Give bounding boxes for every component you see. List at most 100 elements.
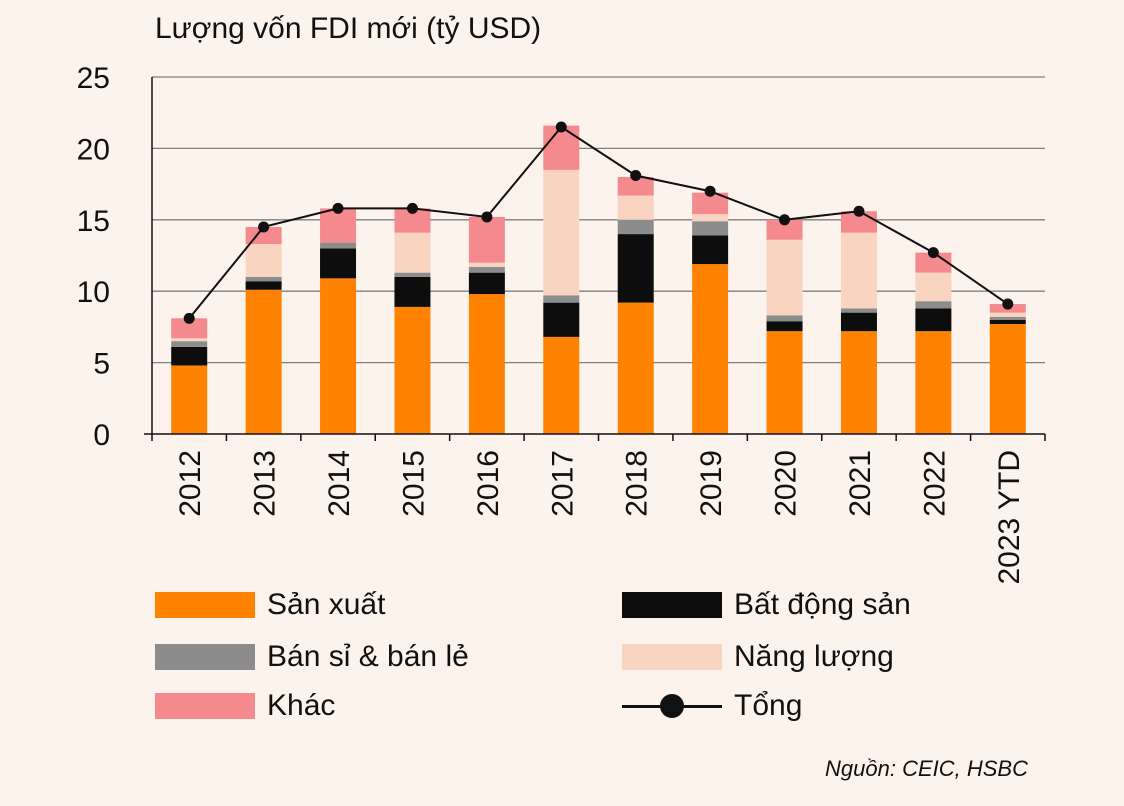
bar-segment [617, 219, 654, 235]
bar-segment [766, 315, 803, 322]
x-tick-label: 2021 [844, 450, 877, 517]
bar-segment [171, 341, 208, 347]
bar-segment [617, 176, 654, 196]
bar-segment [692, 264, 729, 434]
legend-item-tong: Tổng [622, 686, 802, 726]
legend-line-marker-tong [622, 693, 722, 719]
total-marker [1002, 298, 1014, 310]
y-tick-label: 10 [77, 276, 110, 309]
bar-segment [617, 302, 654, 434]
bar-segment [692, 214, 729, 222]
source-note: Nguồn: CEIC, HSBC [825, 756, 1028, 781]
y-tick-label: 20 [77, 133, 110, 166]
x-tick-label: 2018 [621, 450, 654, 517]
bar-segment [989, 324, 1026, 434]
bar-segment [915, 272, 952, 302]
y-tick-label: 0 [93, 419, 110, 452]
bar-segment [617, 195, 654, 220]
bar-segment [468, 294, 505, 434]
y-tick-label: 15 [77, 205, 110, 238]
legend-item-khac: Khác [155, 686, 335, 726]
bar-segment [766, 239, 803, 316]
legend-label-san-xuat: Sản xuất [267, 588, 386, 621]
bar-segment [394, 232, 431, 273]
legend-item-nang-luong: Năng lượng [622, 637, 894, 677]
total-marker [481, 211, 493, 223]
x-tick-label: 2019 [695, 450, 728, 517]
x-tick-label: 2016 [472, 450, 505, 517]
bar-segment [468, 216, 505, 263]
bar-segment [320, 242, 357, 249]
bar-segment [915, 301, 952, 309]
legend-item-bat-dong-san: Bất động sản [622, 585, 911, 625]
total-marker [927, 247, 939, 259]
legend-swatch-ban-si-ban-le [155, 644, 255, 670]
total-marker [704, 185, 716, 197]
total-marker [779, 214, 791, 226]
total-marker [630, 170, 642, 182]
bar-segment [692, 235, 729, 265]
legend-label-khac: Khác [267, 689, 336, 722]
legend-swatch-nang-luong [622, 644, 722, 670]
bar-segment [543, 295, 580, 303]
total-marker [258, 221, 270, 233]
total-marker [853, 205, 865, 217]
x-tick-label: 2017 [546, 450, 579, 517]
bar-segment [320, 208, 357, 243]
bar-segment [394, 272, 431, 277]
x-tick-label: 2023 YTD [993, 450, 1026, 585]
bar-segment [245, 289, 282, 434]
x-tick-label: 2015 [397, 450, 430, 517]
legend-label-bat-dong-san: Bất động sản [734, 588, 911, 621]
legend-swatch-khac [155, 693, 255, 719]
bar-segment [171, 338, 208, 342]
x-tick-label: 2020 [770, 450, 803, 517]
bar-segment [840, 232, 877, 309]
bar-segment [320, 278, 357, 434]
x-tick-label: 2014 [323, 450, 356, 517]
total-marker [406, 202, 418, 214]
bar-segment [468, 262, 505, 267]
bar-segment [320, 248, 357, 279]
bar-segment [989, 312, 1026, 317]
bar-segment [171, 346, 208, 366]
bar-segment [468, 266, 505, 273]
bar-segment [692, 221, 729, 236]
chart-title: Lượng vốn FDI mới (tỷ USD) [155, 12, 542, 45]
bar-segment [171, 365, 208, 434]
bar-segment [840, 312, 877, 332]
bar-segment [245, 226, 282, 245]
legend-item-ban-si-ban-le: Bán sỉ & bán lẻ [155, 637, 469, 677]
bar-segment [840, 308, 877, 313]
bar-segment [617, 234, 654, 303]
bar-segment [394, 276, 431, 307]
total-marker [555, 121, 567, 133]
bar-segment [543, 125, 580, 170]
bar-segment [543, 336, 580, 434]
bar-segment [394, 306, 431, 434]
bar-segment [840, 331, 877, 434]
x-tick-label: 2012 [174, 450, 207, 517]
legend-label-ban-si-ban-le: Bán sỉ & bán lẻ [267, 640, 469, 673]
bar-segment [989, 316, 1026, 320]
legend-label-tong: Tổng [734, 689, 803, 722]
bar-segment [989, 319, 1026, 325]
bar-segment [766, 331, 803, 434]
bar-segment [692, 192, 729, 215]
x-tick-label: 2013 [249, 450, 282, 517]
bar-segment [766, 219, 803, 240]
y-tick-label: 25 [77, 62, 110, 95]
legend-swatch-san-xuat [155, 592, 255, 618]
bar-segment [171, 318, 208, 339]
bar-segment [543, 302, 580, 337]
total-marker [332, 202, 344, 214]
legend-item-san-xuat: Sản xuất [155, 585, 385, 625]
bar-segment [245, 281, 282, 290]
bar-segment [468, 272, 505, 295]
y-tick-label: 5 [93, 348, 110, 381]
total-marker [183, 312, 195, 324]
bar-segment [245, 276, 282, 282]
bar-segment [915, 252, 952, 273]
